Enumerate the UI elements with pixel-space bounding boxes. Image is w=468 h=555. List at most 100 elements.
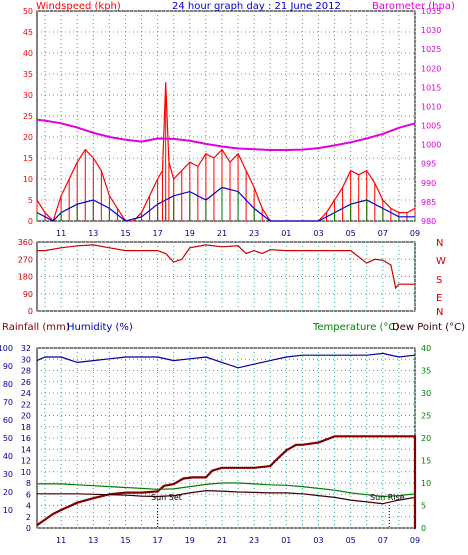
- windspeed-y-tick: 35: [23, 70, 33, 79]
- sunset-annotation: Sun Set: [151, 493, 182, 502]
- temperature-axis-label: Temperature (°C): [312, 322, 399, 333]
- x-tick-label: 11: [56, 229, 66, 238]
- humidity-y-tick: 70: [3, 398, 13, 407]
- temperature-y-tick: 0: [421, 524, 426, 533]
- temperature-y-tick: 25: [421, 412, 431, 421]
- temperature-y-tick: 35: [421, 367, 431, 376]
- lower-series-line-3: [37, 489, 416, 505]
- x-tick-label: 01: [281, 536, 291, 545]
- rainfall-y-tick: 28: [21, 367, 31, 376]
- temperature-y-tick: 40: [421, 344, 431, 353]
- series-line-2: [36, 118, 416, 151]
- rainfall-y-tick: 12: [21, 457, 31, 466]
- rainfall-y-tick: 30: [21, 355, 31, 364]
- x-tick-label: 05: [346, 536, 356, 545]
- windspeed-axis-label: Windspeed (kph): [36, 1, 121, 12]
- compass-label: N: [436, 238, 443, 249]
- x-tick-label: 23: [249, 229, 259, 238]
- compass-label: S: [436, 275, 442, 286]
- x-tick-label: 09: [410, 536, 420, 545]
- rainfall-y-tick: 16: [21, 434, 31, 443]
- x-tick-label: 15: [120, 229, 130, 238]
- x-tick-label: 17: [153, 229, 163, 238]
- rainfall-y-tick: 10: [21, 468, 31, 477]
- barometer-y-tick: 990: [421, 179, 436, 188]
- lower-series-line-1: [36, 352, 416, 369]
- x-tick-label: 11: [56, 536, 66, 545]
- barometer-y-tick: 1000: [421, 141, 441, 150]
- humidity-y-tick: 50: [3, 434, 13, 443]
- direction-y-tick: 270: [18, 255, 33, 264]
- direction-y-tick: 90: [23, 290, 33, 299]
- windspeed-y-tick: 30: [23, 91, 33, 100]
- rainfall-axis-label: Rainfall (mm): [2, 322, 70, 333]
- humidity-y-tick: 90: [3, 362, 13, 371]
- rainfall-y-tick: 0: [26, 524, 31, 533]
- dewpoint-axis-label: Dew Point (°C): [392, 322, 465, 333]
- x-tick-label: 01: [281, 229, 291, 238]
- windspeed-y-tick: 25: [23, 112, 33, 121]
- direction-y-tick: 180: [18, 273, 33, 282]
- rainfall-y-tick: 14: [21, 445, 31, 454]
- compass-label: E: [436, 293, 442, 304]
- windspeed-y-tick: 0: [28, 217, 33, 226]
- grid-lines: [37, 10, 416, 529]
- barometer-y-tick: 1025: [421, 45, 441, 54]
- x-tick-label: 05: [346, 229, 356, 238]
- temperature-y-tick: 10: [421, 479, 431, 488]
- humidity-y-tick: 60: [3, 416, 13, 425]
- barometer-y-tick: 1015: [421, 83, 441, 92]
- barometer-y-tick: 1005: [421, 122, 441, 131]
- rainfall-y-tick: 4: [26, 502, 31, 511]
- rainfall-y-tick: 6: [26, 490, 31, 499]
- rainfall-y-tick: 22: [21, 400, 31, 409]
- x-tick-label: 07: [378, 536, 388, 545]
- lower-series-line-0: [36, 435, 417, 530]
- humidity-y-tick: 10: [3, 506, 13, 515]
- humidity-axis-label: Humidity (%): [67, 322, 133, 333]
- temperature-y-tick: 5: [421, 502, 426, 511]
- x-tick-label: 19: [185, 536, 195, 545]
- humidity-y-tick: 80: [3, 380, 13, 389]
- rainfall-y-tick: 20: [21, 412, 31, 421]
- x-tick-label: 17: [153, 536, 163, 545]
- lower-series-line-2: [37, 482, 416, 498]
- barometer-y-tick: 1020: [421, 64, 441, 73]
- x-tick-label: 13: [88, 536, 98, 545]
- x-tick-label: 19: [185, 229, 195, 238]
- x-tick-label: 09: [410, 229, 420, 238]
- windspeed-y-tick: 50: [23, 7, 33, 16]
- temperature-y-tick: 20: [421, 434, 431, 443]
- direction-y-tick: 360: [18, 238, 33, 247]
- barometer-y-tick: 980: [421, 217, 436, 226]
- windspeed-y-tick: 15: [23, 154, 33, 163]
- x-tick-label: 21: [217, 229, 227, 238]
- rainfall-y-tick: 26: [21, 378, 31, 387]
- wind-panel-frame: [36, 10, 416, 222]
- compass-label: N: [436, 307, 443, 318]
- windspeed-y-tick: 10: [23, 175, 33, 184]
- windspeed-y-tick: 40: [23, 49, 33, 58]
- windspeed-y-tick: 45: [23, 28, 33, 37]
- x-tick-label: 13: [88, 229, 98, 238]
- windspeed-y-tick: 20: [23, 133, 33, 142]
- chart-title: 24 hour graph day : 21 June 2012: [172, 1, 341, 12]
- sunrise-annotation: Sun Rise: [370, 493, 405, 502]
- x-tick-label: 23: [249, 536, 259, 545]
- humidity-y-tick: 20: [3, 488, 13, 497]
- barometer-axis-label: Barometer (hpa): [372, 1, 455, 12]
- chart-marks: [36, 82, 417, 530]
- x-tick-label: 15: [120, 536, 130, 545]
- compass-label: W: [436, 256, 446, 267]
- windspeed-y-tick: 5: [28, 196, 33, 205]
- x-tick-label: 21: [217, 536, 227, 545]
- wind-direction-line: [37, 244, 415, 290]
- barometer-y-tick: 1035: [421, 7, 441, 16]
- barometer-y-tick: 1030: [421, 26, 441, 35]
- lower-panel-frame: [36, 347, 416, 529]
- temperature-y-tick: 15: [421, 457, 431, 466]
- rainfall-y-tick: 24: [21, 389, 31, 398]
- humidity-y-tick: 30: [3, 470, 13, 479]
